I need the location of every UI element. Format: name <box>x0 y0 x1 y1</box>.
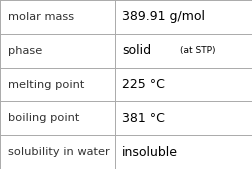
Text: melting point: melting point <box>8 79 84 90</box>
Text: (at STP): (at STP) <box>180 46 216 55</box>
Text: phase: phase <box>8 46 42 56</box>
Text: 225 °C: 225 °C <box>122 78 165 91</box>
Text: 381 °C: 381 °C <box>122 112 165 125</box>
Text: solubility in water: solubility in water <box>8 147 109 157</box>
Text: 389.91 g/mol: 389.91 g/mol <box>122 10 205 23</box>
Text: insoluble: insoluble <box>122 146 178 159</box>
Text: solid: solid <box>122 44 151 57</box>
Text: molar mass: molar mass <box>8 12 74 22</box>
Text: boiling point: boiling point <box>8 113 79 123</box>
